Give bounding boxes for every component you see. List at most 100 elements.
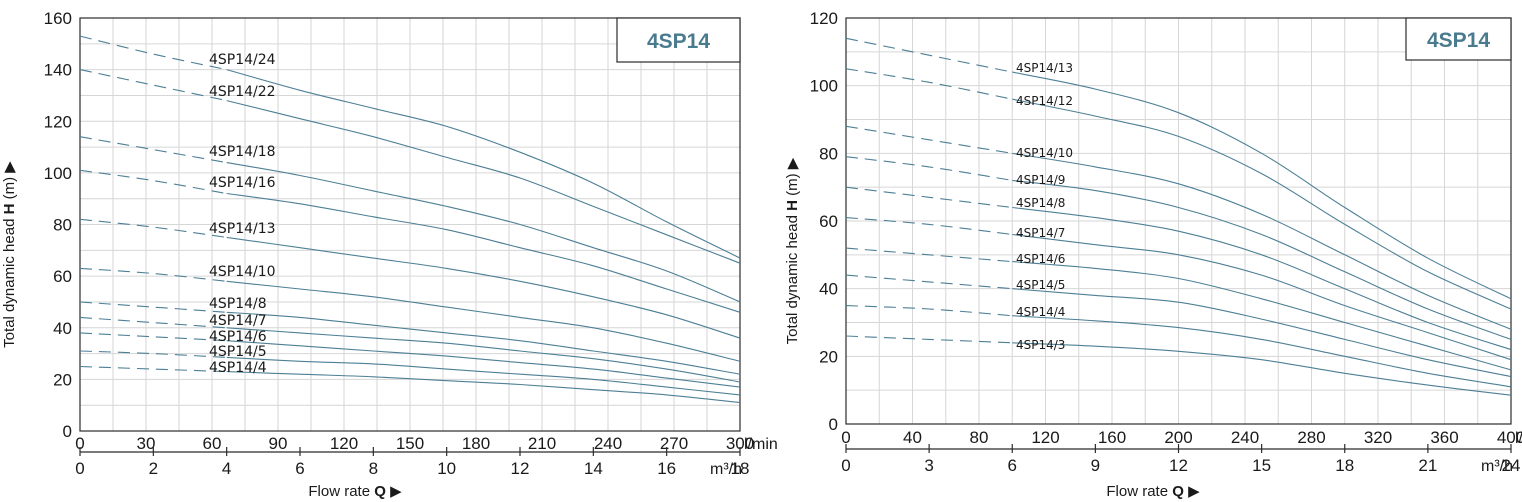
series-line-dashed (845, 274, 1013, 290)
grid-lines (846, 18, 1511, 424)
y-tick-label: 80 (53, 216, 72, 235)
series-label: 4SP14/4 (1016, 305, 1065, 319)
series-label: 4SP14/4 (209, 360, 267, 376)
series-label: 4SP14/8 (1016, 196, 1065, 210)
series-label: 4SP14/12 (1016, 94, 1073, 108)
series-line (226, 100, 741, 264)
series-line (1012, 206, 1512, 351)
plot-frame (845, 17, 1512, 425)
series-line (226, 327, 741, 383)
series-line (1012, 98, 1512, 310)
x-tick-label-m3h: 24 (1502, 456, 1521, 475)
y-tick-label: 100 (44, 164, 72, 183)
x-unit-m3h: m³/h (710, 461, 742, 478)
series-label: 4SP14/9 (1016, 173, 1065, 187)
y-axis-title: Total dynamic head H (m) ▶ (784, 157, 801, 344)
chart-title: 4SP14 (1427, 29, 1490, 52)
x-tick-label-lmin: 150 (396, 434, 424, 453)
series-line (1012, 179, 1512, 340)
x-tick-label-m3h: 12 (1169, 456, 1188, 475)
y-tick-label: 20 (819, 347, 838, 366)
x-tick-label-lmin: 180 (462, 434, 490, 453)
series-label: 4SP14/5 (1016, 278, 1065, 292)
x-tick-label-lmin: 200 (1164, 428, 1192, 447)
series-line-dashed (845, 186, 1013, 209)
series-label: 4SP14/24 (209, 52, 276, 68)
series-line (226, 192, 741, 313)
series-line (226, 371, 741, 404)
x-tick-label-m3h: 6 (1008, 456, 1017, 475)
series-line-dashed (79, 218, 227, 238)
series-label: 4SP14/8 (209, 296, 267, 312)
x-tick-label-lmin: 120 (330, 434, 358, 453)
x-tick-label-m3h: 10 (437, 459, 456, 478)
series-line-dashed (845, 125, 1013, 154)
series-label: 4SP14/22 (209, 84, 276, 100)
y-tick-label: 80 (819, 144, 838, 163)
series-line (226, 340, 741, 388)
series-label: 4SP14/13 (209, 221, 276, 237)
series-label: 4SP14/10 (209, 264, 276, 280)
x-tick-label-lmin: 300 (726, 434, 754, 453)
x-tick-label-m3h: 6 (295, 459, 304, 478)
x-tick-label-m3h: 8 (369, 459, 378, 478)
x-tick-label-lmin: 400 (1497, 428, 1522, 447)
x-unit-lmin: l/min (1515, 430, 1522, 447)
series-label: 4SP14/18 (209, 144, 276, 160)
series-line (1012, 71, 1512, 300)
x-tick-label-m3h: 2 (149, 459, 158, 478)
x-tick-label-m3h: 14 (584, 459, 603, 478)
x-tick-label-lmin: 0 (75, 434, 84, 453)
x-axis-title: Flow rate Q ▶ (308, 483, 402, 500)
x-tick-label-lmin: 80 (970, 428, 989, 447)
chart-left: 4SP14/24 4SP14/22 4SP14/18 4SP14/16 4SP14/13… (1, 9, 778, 500)
series-line-dashed (79, 169, 227, 195)
chart-title: 4SP14 (647, 30, 710, 53)
series-line-dashed (79, 35, 227, 71)
x-tick-label-lmin: 270 (660, 434, 688, 453)
x-tick-label-lmin: 120 (1031, 428, 1059, 447)
series-label: 4SP14/10 (1016, 146, 1073, 160)
x-tick-label-m3h: 9 (1091, 456, 1100, 475)
series-line-dashed (79, 350, 227, 358)
plot-frame (79, 17, 741, 432)
series-line-dashed (79, 365, 227, 373)
y-tick-label: 140 (44, 61, 72, 80)
series-line (226, 69, 741, 259)
y-tick-label: 100 (810, 77, 838, 96)
chart-title-box (1405, 17, 1512, 61)
x-tick-label-m3h: 21 (1418, 456, 1437, 475)
series-line-dashed (79, 316, 227, 329)
x-tick-label-lmin: 210 (528, 434, 556, 453)
series-line-dashed (845, 68, 1013, 100)
series-line-dashed (79, 301, 227, 313)
series-label: 4SP14/13 (1016, 61, 1073, 75)
x-tick-label-lmin: 280 (1297, 428, 1325, 447)
x-tick-label-lmin: 320 (1364, 428, 1392, 447)
y-tick-label: 0 (63, 422, 72, 441)
series-line (226, 280, 741, 362)
x-tick-label-m3h: 16 (657, 459, 676, 478)
series-label: 4SP14/7 (209, 313, 267, 329)
series-label: 4SP14/3 (1016, 338, 1065, 352)
y-tick-label: 120 (810, 9, 838, 28)
y-axis-title: Total dynamic head H (m) ▶ (1, 161, 18, 348)
x-tick-label-m3h: 12 (511, 459, 530, 478)
y-tick-label: 60 (53, 267, 72, 286)
series-label: 4SP14/16 (209, 175, 276, 191)
x-tick-label-m3h: 18 (1335, 456, 1354, 475)
x-tick-label-m3h: 0 (75, 459, 84, 478)
series-label: 4SP14/5 (209, 344, 267, 360)
y-tick-label: 60 (819, 212, 838, 231)
x-tick-label-lmin: 30 (137, 434, 156, 453)
series-line (1012, 342, 1512, 396)
series-line (226, 162, 741, 303)
series-line (226, 311, 741, 375)
series-label: 4SP14/6 (209, 329, 267, 345)
series-line-dashed (79, 136, 227, 164)
chart-title-box (616, 17, 741, 63)
series-label: 4SP14/6 (1016, 252, 1065, 266)
series-line (1012, 288, 1512, 378)
y-tick-label: 40 (53, 319, 72, 338)
series-line (226, 236, 741, 339)
